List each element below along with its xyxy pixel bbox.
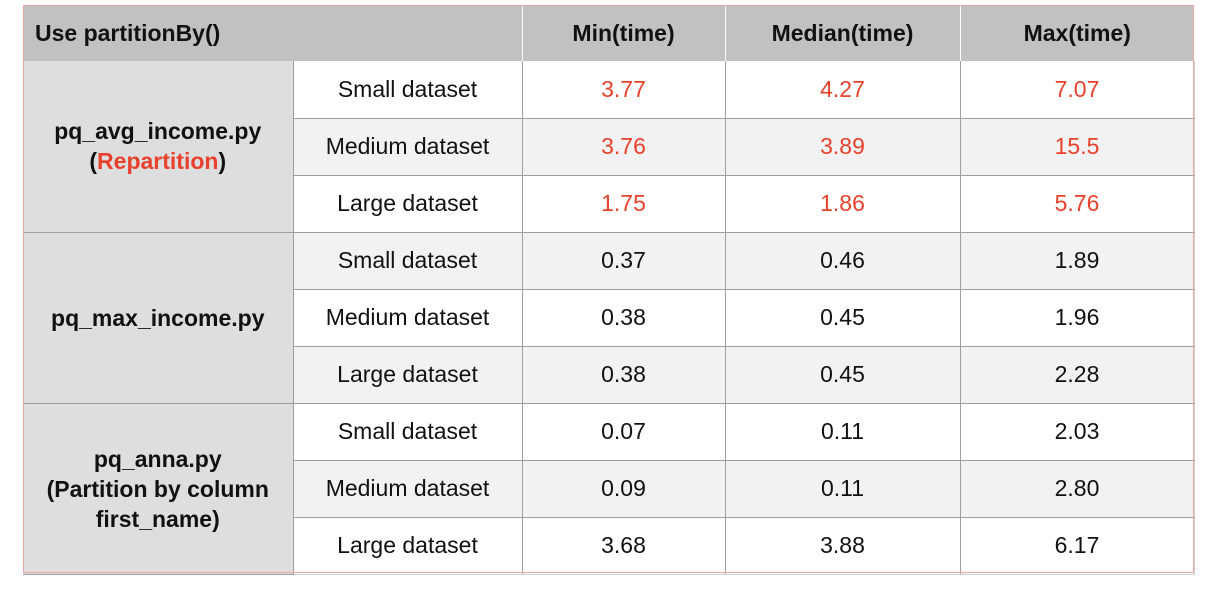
median-value: 4.27 [725,61,961,119]
min-value: 1.75 [522,175,726,233]
header-median: Median(time) [724,5,961,61]
script-note-line1: (Partition by column [46,475,269,502]
min-value: 0.09 [522,460,726,518]
header-row: Use partitionBy() Min(time) Median(time)… [23,5,1195,61]
group-label-avg-income: pq_avg_income.py (Repartition) [23,61,294,233]
median-value: 3.88 [725,517,961,575]
max-value: 1.89 [960,232,1195,290]
script-name: pq_max_income.py [51,304,265,331]
min-value: 3.76 [522,118,726,176]
group-label-max-income: pq_max_income.py [23,232,294,404]
median-value: 1.86 [725,175,961,233]
median-value: 0.46 [725,232,961,290]
max-value: 1.96 [960,289,1195,347]
min-value: 0.37 [522,232,726,290]
dataset-label: Small dataset [293,403,523,461]
min-value: 0.38 [522,289,726,347]
table-row: Large dataset 0.38 0.45 2.28 [23,346,1195,404]
max-value: 15.5 [960,118,1195,176]
max-value: 2.03 [960,403,1195,461]
median-value: 0.45 [725,289,961,347]
dataset-label: Medium dataset [293,118,523,176]
max-value: 2.80 [960,460,1195,518]
table-row: Medium dataset 0.09 0.11 2.80 [23,460,1195,518]
group-label-anna: pq_anna.py (Partition by column first_na… [23,403,294,575]
median-value: 0.45 [725,346,961,404]
max-value: 7.07 [960,61,1195,119]
max-value: 6.17 [960,517,1195,575]
median-value: 0.11 [725,460,961,518]
max-value: 5.76 [960,175,1195,233]
header-min: Min(time) [521,5,726,61]
header-max: Max(time) [959,5,1195,61]
dataset-label: Large dataset [293,175,523,233]
dataset-label: Small dataset [293,232,523,290]
min-value: 0.07 [522,403,726,461]
script-name: pq_avg_income.py [54,118,262,145]
table-row: Large dataset 3.68 3.88 6.17 [23,517,1195,575]
table-row: pq_anna.py (Partition by column first_na… [23,403,1195,575]
table-row: pq_max_income.py Small dataset 0.37 0.46… [23,232,1195,404]
min-value: 3.77 [522,61,726,119]
table-row: Medium dataset 0.38 0.45 1.96 [23,289,1195,347]
dataset-label: Medium dataset [293,289,523,347]
header-title: Use partitionBy() [23,5,523,61]
dataset-label: Large dataset [293,346,523,404]
timing-table: Use partitionBy() Min(time) Median(time)… [23,5,1195,575]
median-value: 3.89 [725,118,961,176]
dataset-label: Medium dataset [293,460,523,518]
table-row: Medium dataset 3.76 3.89 15.5 [23,118,1195,176]
script-note: (Repartition) [89,148,227,175]
min-value: 3.68 [522,517,726,575]
dataset-label: Small dataset [293,61,523,119]
table-row: Large dataset 1.75 1.86 5.76 [23,175,1195,233]
max-value: 2.28 [960,346,1195,404]
table-row: pq_avg_income.py (Repartition) Small dat… [23,61,1195,233]
min-value: 0.38 [522,346,726,404]
median-value: 0.11 [725,403,961,461]
script-name: pq_anna.py [93,445,222,472]
dataset-label: Large dataset [293,517,523,575]
script-note-line2: first_name) [95,505,220,532]
repartition-highlight: Repartition [97,148,219,175]
